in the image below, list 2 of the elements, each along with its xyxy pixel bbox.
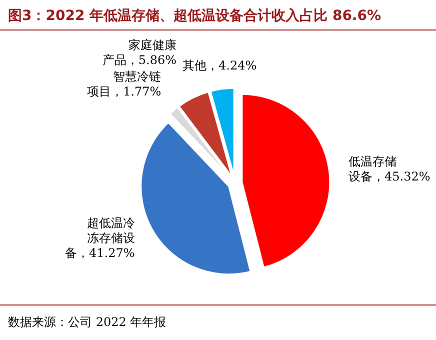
chart-title: 图3：2022 年低温存储、超低温设备合计收入占比 86.6% <box>8 8 382 24</box>
source-note: 数据来源：公司 2022 年年报 <box>8 315 166 329</box>
